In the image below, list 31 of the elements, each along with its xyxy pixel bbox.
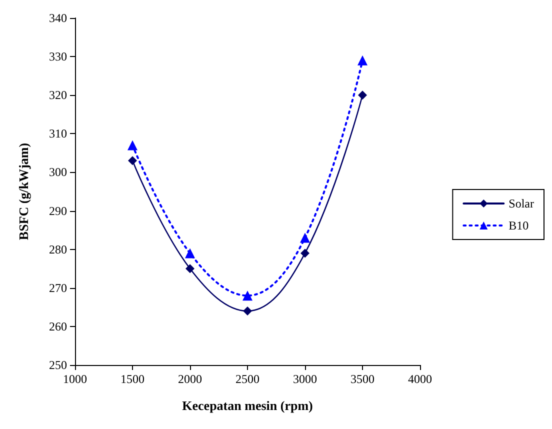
point: [128, 140, 138, 150]
y-tick-label: 320: [49, 88, 67, 102]
point: [186, 264, 194, 274]
x-tick-label: 4000: [408, 372, 432, 386]
legend-label: B10: [508, 218, 529, 232]
point: [128, 156, 137, 166]
point: [300, 248, 310, 258]
point: [185, 248, 195, 258]
y-tick-label: 280: [49, 242, 67, 256]
x-tick-label: 2500: [236, 372, 260, 386]
y-tick-label: 290: [49, 204, 67, 218]
x-tick-label: 1000: [63, 372, 87, 386]
y-tick-label: 340: [49, 11, 67, 25]
y-tick-label: 260: [49, 319, 67, 334]
y-tick-label: 300: [49, 165, 67, 180]
y-tick-label: 310: [49, 126, 67, 141]
point: [358, 55, 368, 66]
x-tick-label: 3000: [293, 372, 317, 386]
x-tick-label: 3500: [350, 372, 374, 386]
x-tick-label: 2000: [178, 372, 202, 386]
y-tick-label: 250: [49, 358, 67, 372]
x-tick-label: 1500: [120, 372, 144, 386]
y-tick-label: 270: [49, 280, 67, 295]
legend-label: Solar: [508, 196, 534, 210]
y-axis-title: BSFC (g/kWjam): [16, 142, 31, 240]
point: [243, 306, 252, 316]
point: [358, 90, 367, 100]
y-tick-label: 330: [49, 50, 67, 64]
x-axis-title: Kecepatan mesin (rpm): [182, 398, 313, 413]
point: [242, 290, 252, 301]
point: [300, 232, 310, 243]
